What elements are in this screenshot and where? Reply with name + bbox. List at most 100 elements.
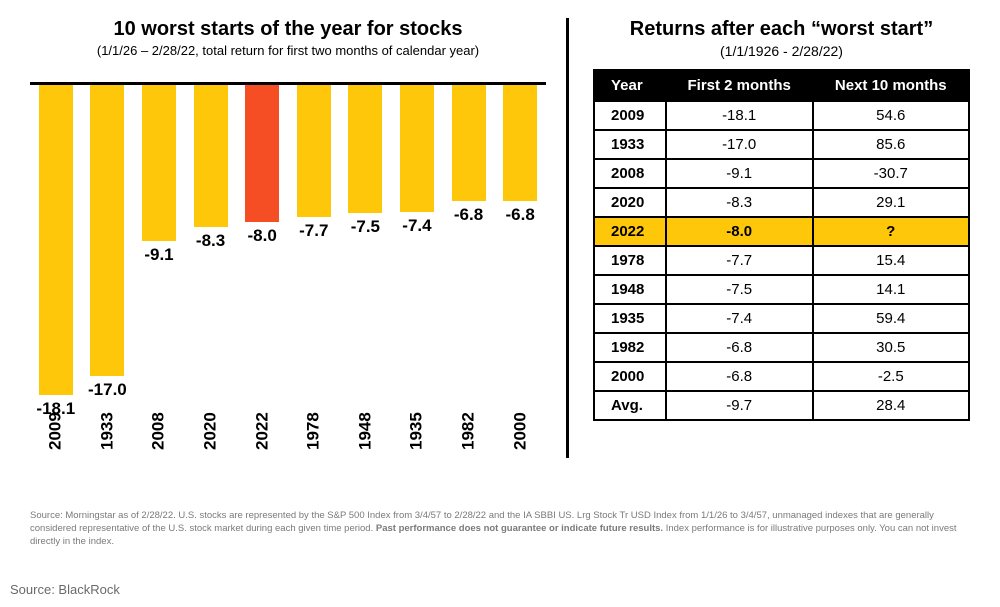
xaxis-tick: 2009: [31, 412, 80, 472]
bar: [452, 85, 486, 201]
chart-subtitle: (1/1/26 – 2/28/22, total return for firs…: [30, 43, 546, 58]
col-year: Year: [594, 70, 666, 101]
table-row: Avg.-9.728.4: [594, 391, 969, 420]
table-row: 2022-8.0?: [594, 217, 969, 246]
table-panel: Returns after each “worst start” (1/1/19…: [575, 18, 970, 490]
bar: [297, 85, 331, 217]
cell-first2: -9.7: [666, 391, 813, 420]
xaxis-tick: 2008: [134, 412, 183, 472]
xaxis-tick: 1982: [444, 412, 493, 472]
chart-xaxis: 2009193320082020202219781948193519822000: [30, 412, 546, 472]
cell-next10: 54.6: [813, 101, 969, 130]
panel-divider: [566, 18, 569, 458]
cell-first2: -8.3: [666, 188, 813, 217]
cell-next10: 30.5: [813, 333, 969, 362]
xaxis-tick: 2022: [238, 412, 287, 472]
bar-wrap: -7.7: [289, 85, 338, 241]
chart-area: -18.1 -17.0 -9.1 -8.3 -8.0 -7.7 -7.5 -7.4 -6.8 -6…: [30, 82, 546, 472]
cell-year: 1982: [594, 333, 666, 362]
cell-year: Avg.: [594, 391, 666, 420]
cell-next10: 15.4: [813, 246, 969, 275]
bar-wrap: -7.4: [392, 85, 441, 236]
xaxis-tick: 1933: [83, 412, 132, 472]
source-label: Source: BlackRock: [10, 582, 120, 597]
xaxis-tick: 2020: [186, 412, 235, 472]
cell-first2: -7.7: [666, 246, 813, 275]
cell-first2: -9.1: [666, 159, 813, 188]
cell-first2: -6.8: [666, 362, 813, 391]
chart-title: 10 worst starts of the year for stocks: [30, 18, 546, 41]
bar-value-label: -6.8: [454, 205, 483, 225]
footnote-bold: Past performance does not guarantee or i…: [376, 523, 663, 534]
bar: [245, 85, 279, 222]
cell-year: 2020: [594, 188, 666, 217]
xaxis-tick: 2000: [496, 412, 545, 472]
bar: [194, 85, 228, 227]
table-title: Returns after each “worst start”: [593, 18, 970, 41]
bar-wrap: -6.8: [444, 85, 493, 225]
xaxis-tick: 1935: [392, 412, 441, 472]
bar-wrap: -17.0: [83, 85, 132, 400]
bar-value-label: -7.5: [351, 217, 380, 237]
cell-first2: -7.5: [666, 275, 813, 304]
bar-value-label: -9.1: [144, 245, 173, 265]
col-first2: First 2 months: [666, 70, 813, 101]
bar: [503, 85, 537, 201]
bar-value-label: -8.3: [196, 231, 225, 251]
bar-value-label: -6.8: [505, 205, 534, 225]
returns-table: Year First 2 months Next 10 months 2009-…: [593, 69, 970, 421]
bar-value-label: -7.4: [402, 216, 431, 236]
cell-next10: 14.1: [813, 275, 969, 304]
table-row: 1935-7.459.4: [594, 304, 969, 333]
bar-value-label: -8.0: [248, 226, 277, 246]
cell-year: 1933: [594, 130, 666, 159]
cell-first2: -17.0: [666, 130, 813, 159]
xaxis-tick: 1978: [289, 412, 338, 472]
table-row: 1978-7.715.4: [594, 246, 969, 275]
bar: [39, 85, 73, 395]
cell-next10: 29.1: [813, 188, 969, 217]
footnote: Source: Morningstar as of 2/28/22. U.S. …: [30, 510, 970, 548]
bar-wrap: -9.1: [134, 85, 183, 265]
bar-wrap: -18.1: [31, 85, 80, 419]
bar-wrap: -7.5: [341, 85, 390, 237]
cell-year: 1978: [594, 246, 666, 275]
table-row: 2009-18.154.6: [594, 101, 969, 130]
cell-first2: -7.4: [666, 304, 813, 333]
cell-first2: -18.1: [666, 101, 813, 130]
cell-next10: ?: [813, 217, 969, 246]
table-row: 2020-8.329.1: [594, 188, 969, 217]
bar-value-label: -17.0: [88, 380, 127, 400]
cell-next10: 59.4: [813, 304, 969, 333]
cell-year: 1935: [594, 304, 666, 333]
table-row: 1982-6.830.5: [594, 333, 969, 362]
cell-next10: -30.7: [813, 159, 969, 188]
table-subtitle: (1/1/1926 - 2/28/22): [593, 43, 970, 59]
bar-wrap: -8.3: [186, 85, 235, 251]
cell-next10: 85.6: [813, 130, 969, 159]
bar-value-label: -7.7: [299, 221, 328, 241]
bar: [348, 85, 382, 213]
cell-year: 1948: [594, 275, 666, 304]
cell-year: 2008: [594, 159, 666, 188]
table-row: 2008-9.1-30.7: [594, 159, 969, 188]
content-row: 10 worst starts of the year for stocks (…: [0, 0, 1000, 490]
table-header-row: Year First 2 months Next 10 months: [594, 70, 969, 101]
col-next10: Next 10 months: [813, 70, 969, 101]
chart-panel: 10 worst starts of the year for stocks (…: [30, 18, 560, 490]
table-row: 1933-17.085.6: [594, 130, 969, 159]
cell-next10: 28.4: [813, 391, 969, 420]
cell-year: 2000: [594, 362, 666, 391]
cell-first2: -8.0: [666, 217, 813, 246]
cell-first2: -6.8: [666, 333, 813, 362]
bar-wrap: -8.0: [238, 85, 287, 246]
cell-year: 2009: [594, 101, 666, 130]
xaxis-tick: 1948: [341, 412, 390, 472]
bar-wrap: -6.8: [496, 85, 545, 225]
bar: [90, 85, 124, 376]
table-row: 1948-7.514.1: [594, 275, 969, 304]
table-row: 2000-6.8-2.5: [594, 362, 969, 391]
chart-bars: -18.1-17.0-9.1-8.3-8.0-7.7-7.5-7.4-6.8-6…: [30, 85, 546, 404]
cell-next10: -2.5: [813, 362, 969, 391]
bar: [400, 85, 434, 212]
